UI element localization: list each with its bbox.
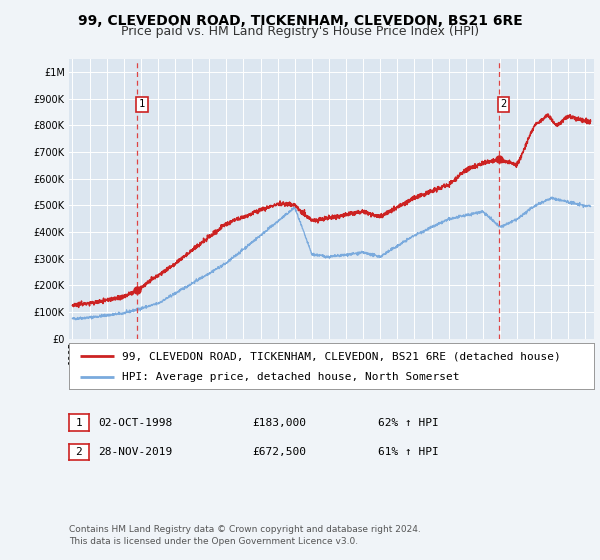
Text: 28-NOV-2019: 28-NOV-2019: [98, 447, 172, 457]
Text: 99, CLEVEDON ROAD, TICKENHAM, CLEVEDON, BS21 6RE: 99, CLEVEDON ROAD, TICKENHAM, CLEVEDON, …: [77, 14, 523, 28]
Text: 61% ↑ HPI: 61% ↑ HPI: [378, 447, 439, 457]
Text: Contains HM Land Registry data © Crown copyright and database right 2024.
This d: Contains HM Land Registry data © Crown c…: [69, 525, 421, 546]
Text: 1: 1: [139, 99, 145, 109]
Text: 02-OCT-1998: 02-OCT-1998: [98, 418, 172, 428]
Text: Price paid vs. HM Land Registry's House Price Index (HPI): Price paid vs. HM Land Registry's House …: [121, 25, 479, 38]
Text: 2: 2: [500, 99, 507, 109]
Text: 2: 2: [76, 447, 82, 457]
Text: 1: 1: [76, 418, 82, 428]
Text: 62% ↑ HPI: 62% ↑ HPI: [378, 418, 439, 428]
Text: HPI: Average price, detached house, North Somerset: HPI: Average price, detached house, Nort…: [121, 372, 459, 382]
Text: £183,000: £183,000: [252, 418, 306, 428]
Text: £672,500: £672,500: [252, 447, 306, 457]
Text: 99, CLEVEDON ROAD, TICKENHAM, CLEVEDON, BS21 6RE (detached house): 99, CLEVEDON ROAD, TICKENHAM, CLEVEDON, …: [121, 351, 560, 361]
